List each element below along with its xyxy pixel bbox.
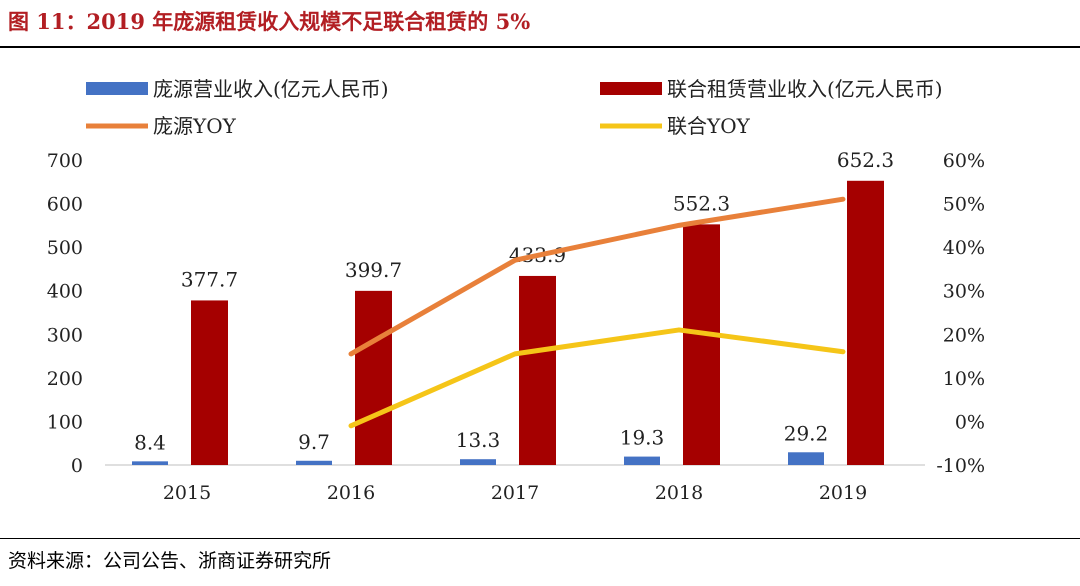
bar-lianhe-revenue [355, 290, 392, 465]
y-left-tick-label: 200 [47, 368, 83, 390]
legend-swatch-lianhe-revenue [600, 82, 662, 95]
bar-lianhe-revenue [519, 275, 556, 465]
bar-pangyuan-revenue [460, 459, 496, 465]
bottom-divider [0, 538, 1080, 539]
bar-lianhe-revenue [847, 180, 884, 465]
y-right-tick-label: 0% [955, 411, 985, 433]
data-label-lianhe-revenue: 652.3 [837, 148, 894, 172]
y-left-tick-label: 100 [47, 411, 83, 433]
data-label-pangyuan-revenue: 29.2 [784, 421, 829, 445]
line-pangyuan-yoy [348, 196, 846, 357]
y-right-tick-label: 40% [943, 237, 985, 259]
x-tick-label: 2019 [819, 482, 867, 504]
chart-legend: 庞源营业收入(亿元人民币) 联合租赁营业收入(亿元人民币) 庞源YOY 联合YO… [86, 77, 943, 138]
data-label-pangyuan-revenue: 19.3 [620, 426, 665, 450]
revenue-chart: 庞源营业收入(亿元人民币) 联合租赁营业收入(亿元人民币) 庞源YOY 联合YO… [47, 77, 985, 504]
legend-label-pangyuan-revenue: 庞源营业收入(亿元人民币) [153, 77, 389, 101]
y-left-tick-label: 400 [47, 281, 83, 303]
y-left-tick-label: 700 [47, 150, 83, 172]
top-divider [0, 46, 1080, 48]
y-right-tick-label: 30% [943, 281, 985, 303]
legend-label-lianhe-yoy: 联合YOY [667, 114, 751, 138]
data-label-pangyuan-revenue: 9.7 [298, 430, 330, 454]
line-lianhe-yoy [348, 327, 846, 429]
bar-pangyuan-revenue [296, 460, 332, 465]
bar-pangyuan-revenue [788, 452, 824, 465]
x-tick-label: 2015 [163, 482, 211, 504]
y-left-tick-label: 0 [71, 455, 83, 477]
legend-swatch-pangyuan-revenue [86, 82, 148, 95]
y-right-tick-label: 20% [943, 324, 985, 346]
data-label-lianhe-revenue: 377.7 [181, 267, 238, 291]
x-tick-label: 2016 [327, 482, 375, 504]
data-label-lianhe-revenue: 552.3 [673, 191, 730, 215]
y-right-tick-label: 50% [943, 194, 985, 216]
y-right-tick-label: 10% [943, 368, 985, 390]
y-left-tick-label: 300 [47, 324, 83, 346]
y-right-tick-label: 60% [943, 150, 985, 172]
bar-pangyuan-revenue [624, 456, 660, 465]
source-note: 资料来源：公司公告、浙商证券研究所 [8, 550, 332, 572]
data-label-lianhe-revenue: 399.7 [345, 258, 402, 282]
y-left-tick-label: 600 [47, 194, 83, 216]
x-tick-label: 2017 [491, 482, 539, 504]
bar-pangyuan-revenue [132, 461, 168, 465]
legend-label-lianhe-revenue: 联合租赁营业收入(亿元人民币) [667, 77, 943, 101]
y-left-tick-label: 500 [47, 237, 83, 259]
figure-title: 图 11：2019 年庞源租赁收入规模不足联合租赁的 5% [8, 9, 531, 34]
legend-label-pangyuan-yoy: 庞源YOY [153, 114, 237, 138]
bar-lianhe-revenue [191, 300, 228, 465]
plot-area: 0 100 200 300 400 500 600 700 -10% 0% 10% 20% 30% 40%… [47, 148, 985, 504]
data-label-pangyuan-revenue: 13.3 [456, 428, 501, 452]
data-label-pangyuan-revenue: 8.4 [134, 430, 166, 454]
y-right-tick-label: -10% [936, 455, 985, 477]
bar-lianhe-revenue [683, 224, 720, 465]
x-tick-label: 2018 [655, 482, 703, 504]
